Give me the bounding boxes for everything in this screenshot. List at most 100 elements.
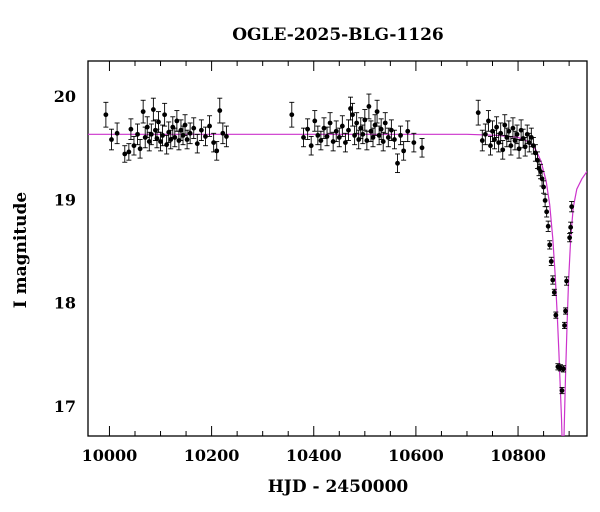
point-marker <box>333 128 339 134</box>
data-point <box>305 118 311 140</box>
data-point <box>330 131 336 152</box>
point-marker <box>131 143 137 149</box>
data-point <box>479 129 485 152</box>
point-marker <box>109 137 114 142</box>
data-point <box>494 116 500 138</box>
data-point <box>352 125 358 146</box>
point-marker <box>140 109 146 115</box>
point-marker <box>346 127 351 133</box>
data-point <box>339 115 345 137</box>
data-point <box>140 99 146 124</box>
point-marker <box>544 209 550 215</box>
data-point <box>548 256 554 266</box>
data-point <box>362 109 368 131</box>
data-point <box>162 102 168 127</box>
chart-title: OGLE-2025-BLG-1126 <box>232 25 444 45</box>
point-marker <box>321 125 327 131</box>
point-marker <box>144 124 150 130</box>
data-point <box>545 220 551 232</box>
data-point <box>160 124 166 147</box>
point-marker <box>146 139 152 144</box>
point-marker <box>372 122 378 128</box>
point-marker <box>376 132 382 138</box>
y-tick-label: 20 <box>54 87 76 106</box>
data-point <box>108 128 114 151</box>
point-marker <box>203 134 208 139</box>
point-marker <box>358 125 364 131</box>
point-marker <box>506 128 512 134</box>
x-axis-tick-labels: 10000 10200 10400 10600 10800 <box>82 446 546 465</box>
point-marker <box>514 131 520 137</box>
point-marker <box>512 138 518 143</box>
x-tick-label: 10400 <box>286 446 342 465</box>
point-marker <box>350 112 355 118</box>
point-marker <box>516 146 522 152</box>
point-marker <box>411 140 417 146</box>
data-point <box>182 114 188 136</box>
point-marker <box>354 120 360 126</box>
point-marker <box>214 148 220 154</box>
point-marker <box>561 366 566 372</box>
point-marker <box>184 137 190 142</box>
data-point <box>364 130 370 151</box>
point-marker <box>545 223 551 229</box>
x-tick-label: 10800 <box>490 446 546 465</box>
data-point <box>312 110 318 132</box>
data-point <box>492 129 498 150</box>
point-marker <box>380 139 386 144</box>
point-marker <box>510 125 516 131</box>
data-point <box>137 139 143 159</box>
data-point <box>348 96 354 121</box>
data-point <box>374 99 380 124</box>
point-marker <box>220 130 226 136</box>
y-axis-label: I magnitude <box>11 192 31 309</box>
point-marker <box>395 160 400 166</box>
point-marker <box>553 312 559 318</box>
point-marker <box>368 128 374 134</box>
data-point <box>475 99 481 126</box>
point-marker <box>158 139 163 144</box>
data-point <box>569 201 575 213</box>
data-point <box>202 126 208 147</box>
data-point <box>324 126 330 147</box>
data-point <box>485 110 491 132</box>
data-point <box>345 119 351 141</box>
data-point <box>327 112 333 134</box>
data-point <box>557 364 563 372</box>
point-marker <box>405 128 411 134</box>
data-point <box>559 386 565 395</box>
data-point <box>398 125 404 146</box>
data-point <box>315 125 321 146</box>
point-marker <box>360 131 366 137</box>
data-point <box>289 101 295 128</box>
point-marker <box>198 127 204 133</box>
point-marker <box>542 198 548 203</box>
data-point <box>191 117 197 139</box>
point-marker <box>191 125 197 131</box>
point-marker <box>154 136 160 141</box>
data-point <box>220 122 226 145</box>
data-point <box>360 124 366 145</box>
data-point <box>563 307 569 315</box>
point-marker <box>539 176 545 182</box>
point-marker <box>324 134 330 139</box>
data-point <box>194 133 200 154</box>
point-marker <box>504 135 510 140</box>
data-point <box>568 221 574 233</box>
point-marker <box>126 149 132 155</box>
data-point <box>516 139 522 159</box>
point-marker <box>156 119 161 125</box>
data-point <box>411 132 417 153</box>
y-tick-label: 19 <box>54 190 76 209</box>
point-marker <box>569 204 575 210</box>
data-point <box>385 127 391 148</box>
data-point <box>144 116 150 138</box>
point-marker <box>494 124 499 130</box>
point-marker <box>194 141 200 147</box>
data-point <box>547 240 553 250</box>
data-point <box>482 123 488 146</box>
point-marker <box>114 130 120 136</box>
point-marker <box>398 132 403 138</box>
data-point <box>561 365 567 373</box>
data-point <box>382 112 388 134</box>
